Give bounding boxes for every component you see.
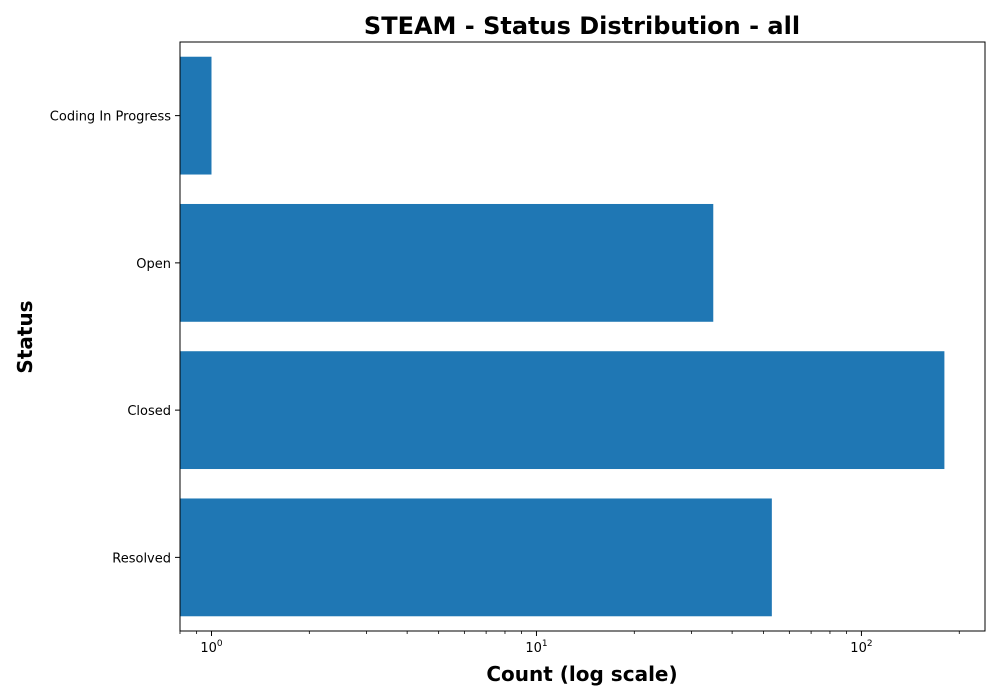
bar-closed <box>180 351 944 469</box>
bar-coding-in-progress <box>180 57 211 175</box>
chart-title: STEAM - Status Distribution - all <box>364 12 800 40</box>
x-axis-label: Count (log scale) <box>486 662 677 686</box>
x-tick-label: 102 <box>850 639 872 656</box>
y-axis-label: Status <box>13 300 37 373</box>
bar-resolved <box>180 498 772 616</box>
x-tick-label: 100 <box>200 639 223 656</box>
bars-layer <box>180 57 944 617</box>
y-tick-label: Coding In Progress <box>50 110 171 125</box>
x-tick-label: 101 <box>525 639 547 656</box>
y-tick-label: Open <box>136 257 171 272</box>
y-tick-label: Closed <box>127 404 171 419</box>
y-tick-label: Resolved <box>112 551 171 566</box>
bar-open <box>180 204 713 322</box>
